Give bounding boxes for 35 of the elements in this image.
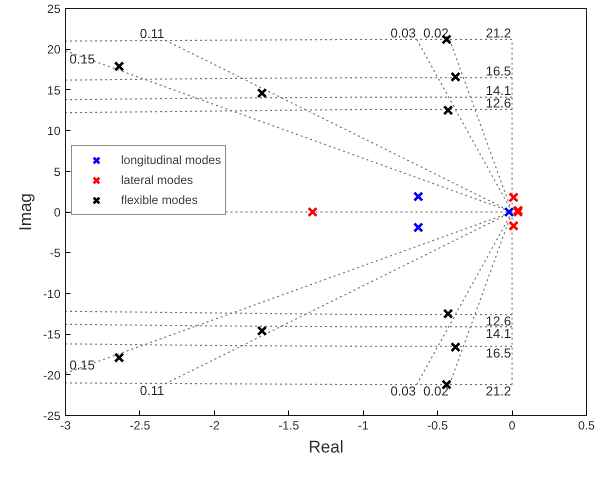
- legend-label: flexible modes: [121, 193, 198, 207]
- legend-label: lateral modes: [121, 173, 194, 187]
- x-tick-label: 0: [508, 418, 516, 432]
- y-tick-label: -15: [43, 328, 61, 342]
- y-tick-label: 10: [47, 124, 61, 138]
- series-label: 0.03: [390, 384, 416, 399]
- x-tick-label: -0.5: [427, 418, 448, 432]
- series-label: 0.03: [390, 25, 416, 40]
- legend-label: longitudinal modes: [121, 153, 222, 167]
- series-label: 16.5: [486, 345, 512, 360]
- x-tick-label: -1: [358, 418, 369, 432]
- series-label: 0.11: [140, 26, 164, 42]
- y-tick-label: 20: [47, 42, 61, 57]
- x-tick-label: 0.5: [578, 418, 596, 432]
- x-tick-label: -2.5: [130, 418, 151, 432]
- x-axis-title: Real: [308, 438, 344, 456]
- series-label: 0.11: [140, 382, 164, 398]
- series-label: 21.2: [486, 25, 512, 40]
- y-tick-label: -5: [50, 246, 61, 260]
- y-tick-label: 5: [54, 164, 61, 179]
- y-tick-label: 25: [47, 2, 61, 16]
- y-tick-label: -20: [43, 368, 61, 382]
- series-label: 0.15: [70, 358, 95, 373]
- x-tick-label: -1.5: [278, 418, 300, 432]
- x-tick-label: -3: [60, 418, 72, 432]
- series-label: 0.02: [423, 384, 449, 399]
- y-tick-label: 0: [54, 206, 61, 220]
- y-tick-label: 15: [47, 83, 61, 98]
- y-tick-label: -10: [43, 286, 61, 301]
- series-label: 21.2: [486, 384, 512, 399]
- y-axis-title: Imag: [16, 193, 36, 231]
- y-tick-label: -25: [43, 409, 61, 423]
- series-label: 0.15: [70, 51, 95, 66]
- x-tick-label: -2: [209, 418, 220, 432]
- series-label: 16.5: [486, 64, 512, 79]
